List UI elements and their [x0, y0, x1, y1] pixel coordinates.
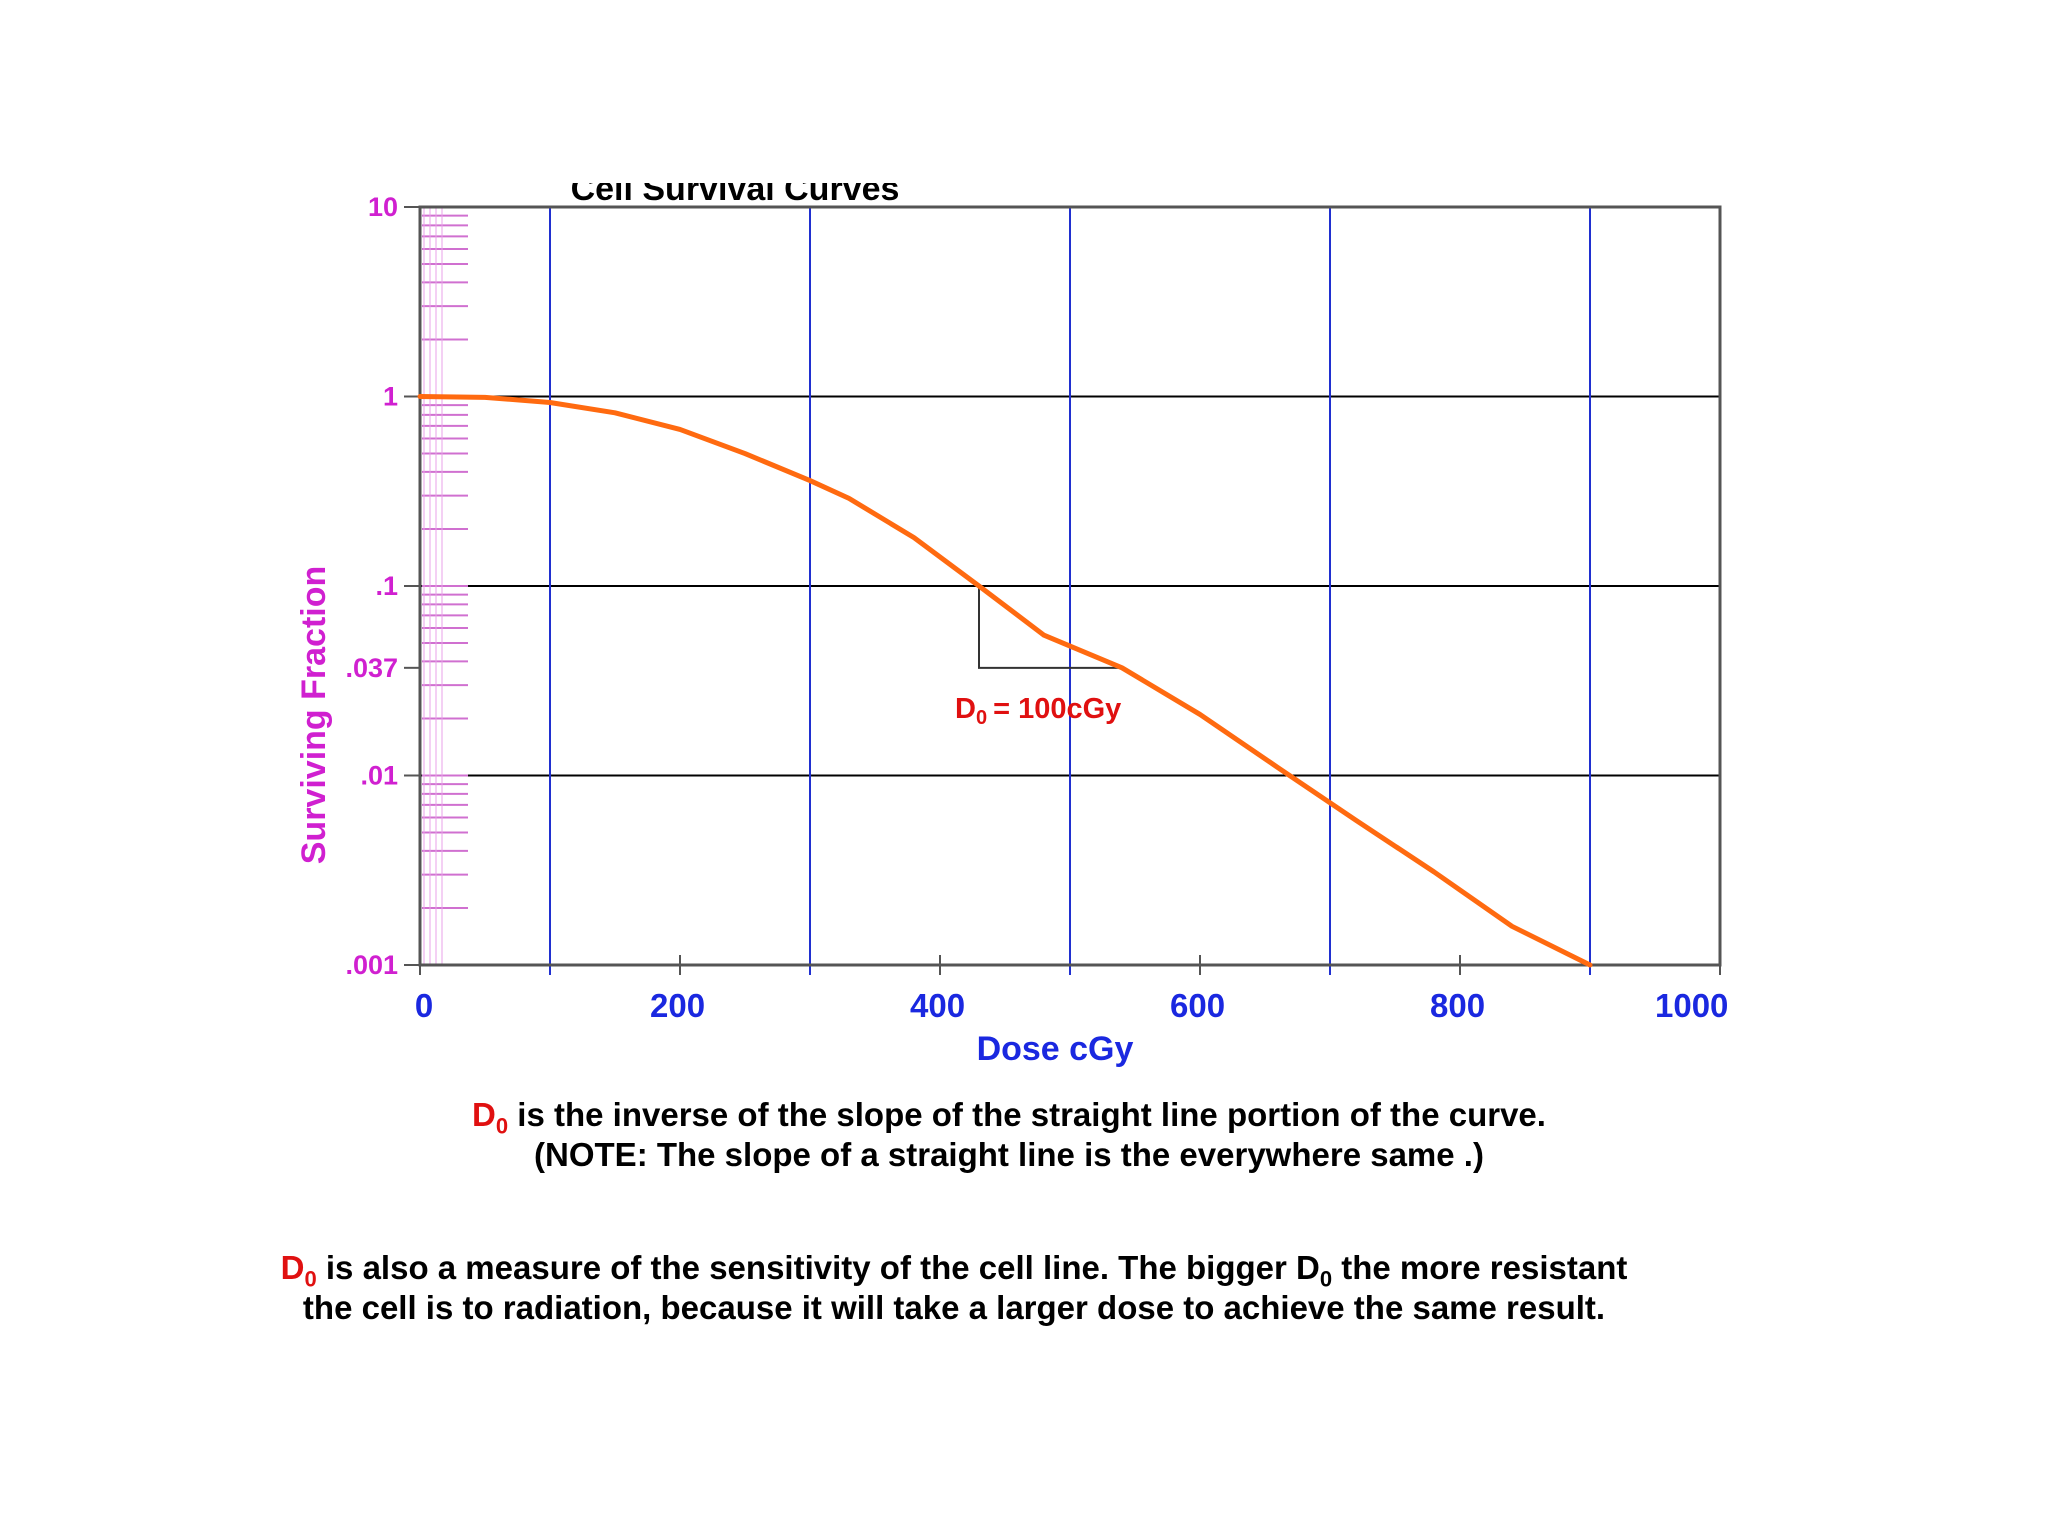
y-tick-label: .037 — [345, 653, 398, 683]
annotation-d0: D0 = 100cGy — [955, 693, 1121, 729]
y-tick-label: 10 — [368, 192, 398, 222]
note-d0-sub-2: 0 — [304, 1266, 317, 1292]
annotation-value: = 100cGy — [993, 693, 1121, 725]
x-tick-label: 1000 — [1655, 987, 1728, 1024]
note-line-3: D0 is also a measure of the sensitivity … — [0, 1248, 1978, 1300]
x-tick-label: 800 — [1430, 987, 1485, 1024]
note-d0-sub: 0 — [495, 1113, 509, 1139]
x-tick-label: 400 — [910, 987, 965, 1024]
annotation-subscript: 0 — [976, 707, 987, 729]
note-line-1: D0 is the inverse of the slope of the st… — [0, 1095, 2033, 1147]
x-axis-title: Dose cGy — [977, 1030, 1134, 1068]
note-d0-symbol-2: D — [280, 1249, 305, 1286]
y-tick-label: .01 — [360, 761, 398, 791]
note-line-4: the cell is to radiation, because it wil… — [302, 1289, 1606, 1326]
y-tick-label: 1 — [383, 382, 398, 412]
x-tick-label: 200 — [650, 987, 705, 1024]
survival-curve — [417, 394, 1593, 968]
y-tick-label: .1 — [375, 571, 398, 601]
x-tick-label: 600 — [1170, 987, 1225, 1024]
y-axis-title: Surviving Fraction — [295, 566, 333, 865]
note-line-2: (NOTE: The slope of a straight line is t… — [534, 1136, 1484, 1173]
note-line-3-text-a: is also a measure of the sensitivity of … — [316, 1249, 1320, 1286]
annotation-symbol: D — [955, 693, 976, 725]
note-line-3-text-b: the more resistant — [1332, 1249, 1628, 1286]
x-tick-label: 0 — [415, 987, 433, 1024]
y-tick-label: .001 — [345, 950, 398, 980]
note-d0-symbol: D — [472, 1096, 496, 1133]
chart-title: Cell Survival Curves — [571, 170, 900, 208]
note-line-1-text: is the inverse of the slope of the strai… — [508, 1096, 1546, 1133]
d0-triangle — [978, 586, 1122, 669]
note-d0-sub-3: 0 — [1319, 1266, 1333, 1292]
